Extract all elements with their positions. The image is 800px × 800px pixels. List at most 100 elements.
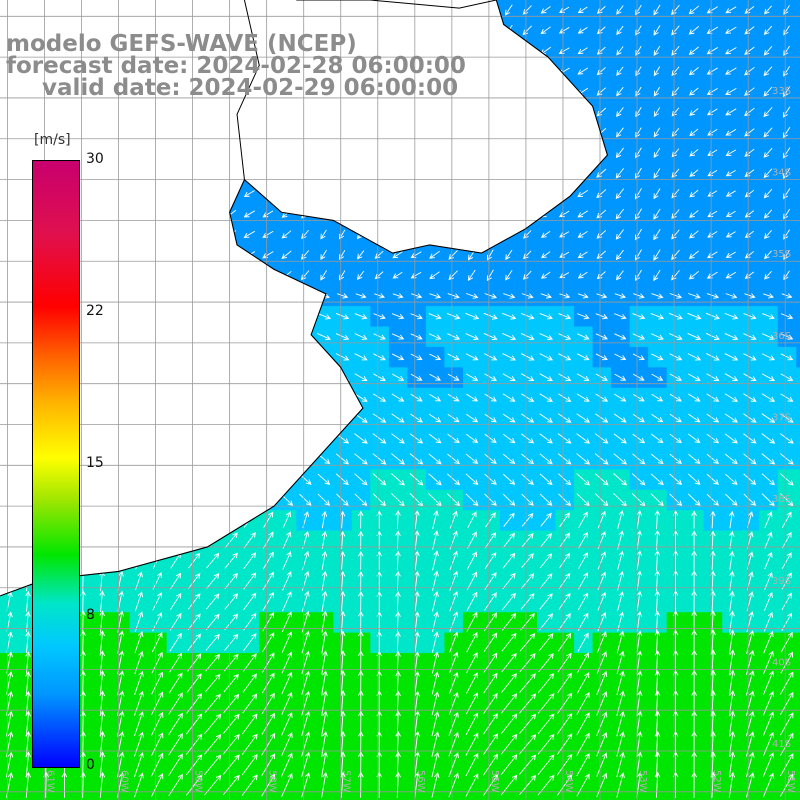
wind-arrow: [487, 65, 494, 77]
wind-cell: [444, 102, 464, 124]
wind-arrow: [654, 509, 661, 530]
wind-arrow: [338, 147, 346, 159]
wind-cell: [388, 163, 409, 185]
wind-arrow: [465, 493, 479, 507]
wind-arrow: [373, 313, 386, 320]
wind-cell: [555, 61, 575, 83]
wind-arrow: [706, 373, 720, 381]
wind-cell: [685, 693, 705, 715]
wind-arrow: [429, 209, 441, 218]
wind-cell: [537, 693, 557, 715]
wind-arrow: [372, 413, 387, 423]
wind-arrow: [301, 127, 309, 138]
wind-arrow: [150, 433, 165, 444]
wind-arrow: [466, 672, 478, 694]
wind-arrow: [613, 473, 628, 486]
wind-cell: [277, 510, 297, 532]
wind-cell: [518, 142, 538, 164]
wind-cell: [240, 551, 260, 573]
wind-arrow: [205, 473, 220, 486]
wind-arrow: [505, 249, 513, 261]
lat-label: 38S: [772, 494, 791, 505]
wind-arrow: [153, 168, 161, 179]
wind-arrow: [522, 66, 532, 77]
wind-cell: [666, 102, 686, 124]
wind-arrow: [5, 5, 13, 15]
wind-cell: [314, 612, 334, 634]
wind-arrow: [99, 510, 105, 529]
wind-arrow: [449, 510, 458, 529]
wind-arrow: [577, 271, 588, 279]
wind-arrow: [244, 129, 255, 136]
wind-arrow: [224, 512, 238, 528]
wind-arrow: [354, 393, 368, 402]
wind-cell: [111, 612, 131, 634]
wind-arrow: [689, 87, 699, 96]
wind-cell: [314, 571, 334, 593]
wind-cell: [759, 204, 779, 226]
wind-arrow: [503, 293, 516, 299]
wind-cell: [370, 20, 390, 42]
wind-arrow: [172, 229, 179, 240]
wind-arrow: [558, 128, 570, 136]
wind-cell: [296, 408, 316, 430]
wind-arrow: [523, 209, 532, 219]
wind-cell: [759, 591, 779, 613]
wind-cell: [574, 591, 594, 613]
wind-arrow: [3, 373, 16, 381]
wind-arrow: [59, 5, 70, 15]
wind-cell: [574, 122, 594, 144]
wind-arrow: [653, 66, 661, 77]
wind-cell: [555, 244, 575, 266]
wind-cell: [333, 734, 353, 756]
wind-cell: [333, 571, 353, 593]
wind-arrow: [208, 127, 217, 138]
wind-cell: [222, 387, 242, 409]
wind-cell: [740, 510, 760, 532]
wind-cell: [166, 306, 186, 328]
wind-arrow: [96, 190, 107, 197]
wind-arrow: [616, 751, 625, 778]
wind-arrow: [429, 393, 442, 402]
wind-cell: [648, 61, 668, 83]
wind-arrow: [61, 771, 68, 798]
wind-arrow: [484, 572, 497, 590]
wind-cell: [425, 551, 446, 573]
wind-cell: [629, 551, 649, 573]
wind-arrow: [596, 293, 608, 299]
wind-arrow: [615, 147, 624, 159]
wind-cell: [666, 40, 686, 62]
wind-cell: [759, 183, 779, 205]
wind-cell: [444, 775, 464, 797]
wind-cell: [388, 204, 409, 226]
wind-cell: [259, 530, 279, 552]
wind-cell: [92, 204, 112, 226]
wind-cell: [277, 428, 297, 450]
wind-cell: [722, 612, 742, 634]
wind-cell: [74, 0, 94, 22]
wind-cell: [277, 632, 297, 654]
wind-cell: [703, 530, 723, 552]
wind-arrow: [299, 393, 312, 402]
wind-cell: [222, 346, 242, 368]
wind-cell: [351, 551, 371, 573]
lon-label: 57W: [341, 770, 352, 793]
wind-cell: [666, 0, 686, 22]
wind-arrow: [615, 208, 625, 220]
wind-cell: [407, 775, 427, 797]
wind-cell: [222, 489, 242, 511]
wind-arrow: [224, 633, 239, 651]
wind-cell: [277, 714, 297, 736]
wind-cell: [314, 265, 334, 287]
wind-cell: [111, 693, 131, 715]
wind-cell: [129, 489, 149, 511]
wind-arrow: [208, 107, 217, 117]
wind-cell: [0, 591, 20, 613]
wind-arrow: [763, 66, 773, 77]
wind-cell: [185, 285, 205, 307]
wind-cell: [388, 142, 409, 164]
wind-arrow: [206, 593, 220, 610]
wind-cell: [240, 0, 260, 22]
wind-arrow: [414, 771, 421, 798]
